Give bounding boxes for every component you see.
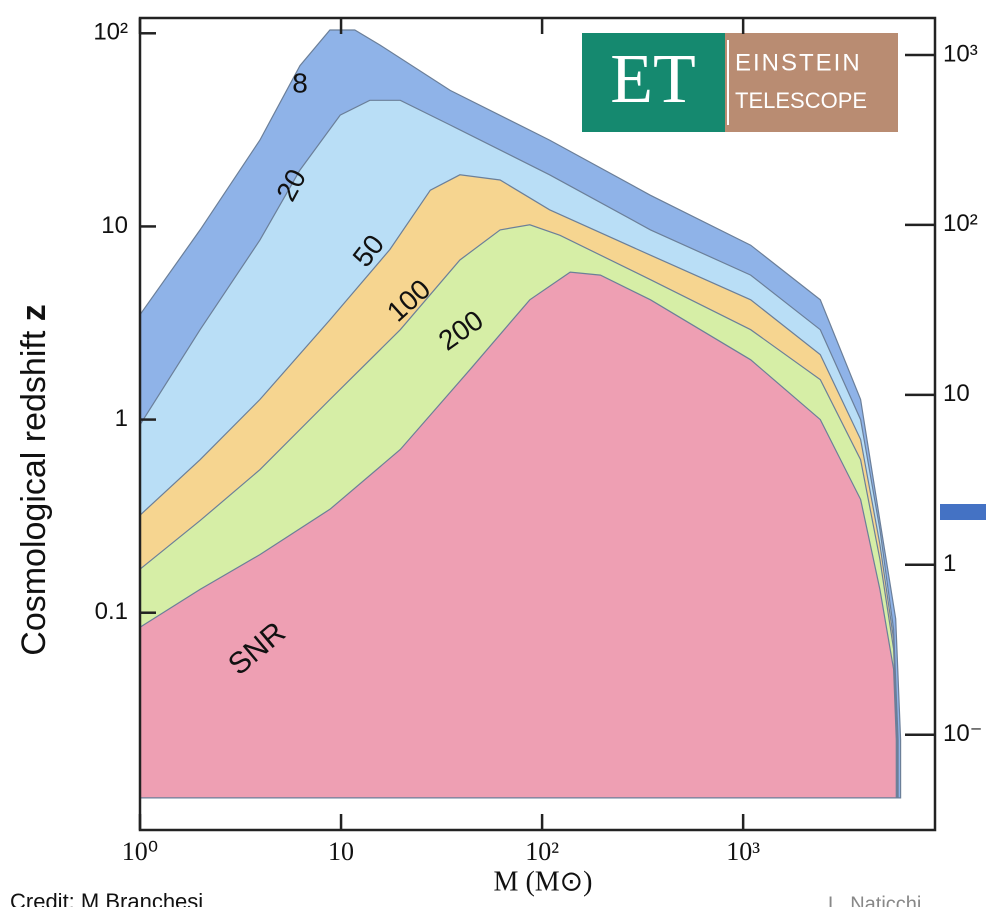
x-axis-title: M (M⊙) [494, 866, 593, 897]
y2-tick-label: 10³ [943, 40, 978, 67]
credit: Credit: M Branchesi [10, 889, 203, 907]
x-tick-label: 10 [328, 837, 354, 866]
y2-tick-label: 10 [943, 380, 970, 407]
snr-region [139, 271, 897, 799]
y-axis-title: Cosmological redshift z [15, 304, 53, 655]
y2-tick-label: 10² [943, 210, 978, 237]
x-tick-label: 10³ [726, 837, 760, 866]
y-tick-label: 10 [101, 212, 128, 239]
y-tick-label: 10² [93, 19, 128, 46]
y-axis-variable: z [15, 304, 53, 321]
logo-short: ET [610, 41, 696, 118]
logo-right [725, 33, 898, 132]
author: L. Naticchi [828, 893, 921, 907]
contour-label: 8 [292, 67, 308, 98]
plot-frame [138, 16, 937, 832]
logo-line1: EINSTEIN [735, 49, 862, 76]
plot-area [139, 29, 902, 799]
logo: ET EINSTEIN TELESCOPE [582, 33, 898, 132]
x-tick-label: 10² [525, 837, 559, 866]
x-tick-label: 10⁰ [122, 837, 158, 866]
logo-line2: TELESCOPE [735, 88, 867, 113]
y2-tick-label: 10⁻ [943, 720, 982, 747]
y-tick-label: 0.1 [95, 598, 128, 625]
y-tick-label: 1 [115, 405, 128, 432]
logo-left [582, 33, 725, 132]
y2-tick-label: 1 [943, 550, 956, 577]
y-axis-label: Cosmological redshift [15, 330, 53, 656]
side-marker [940, 504, 986, 520]
